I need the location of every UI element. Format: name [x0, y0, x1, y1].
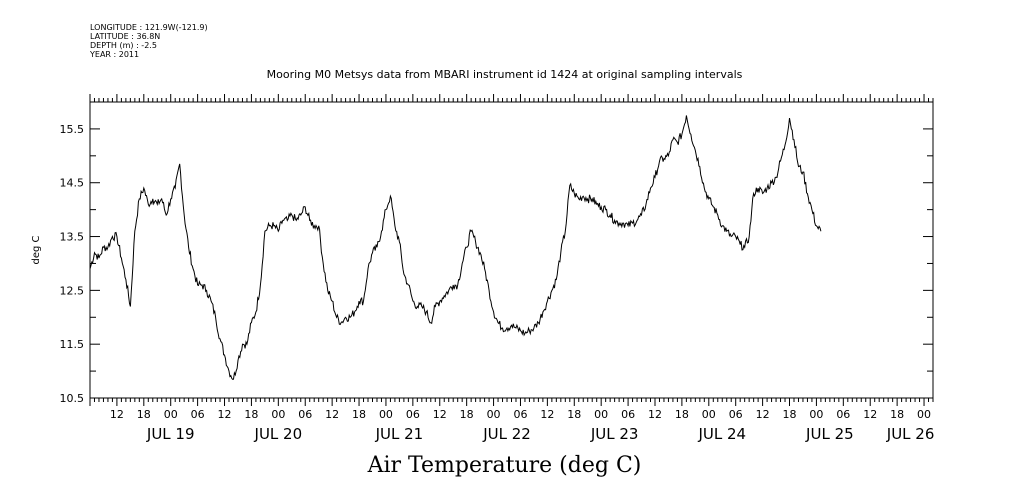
x-hour-tick-label: 06: [191, 408, 205, 421]
x-hour-tick-label: 12: [325, 408, 339, 421]
x-hour-tick-label: 18: [137, 408, 151, 421]
x-hour-tick-label: 18: [352, 408, 366, 421]
y-tick-label: 15.5: [60, 123, 85, 136]
x-date-label: JUL 19: [146, 425, 195, 443]
x-date-label: JUL 22: [482, 425, 531, 443]
x-hour-tick-label: 18: [890, 408, 904, 421]
x-date-label: JUL 25: [805, 425, 854, 443]
x-hour-tick-label: 18: [460, 408, 474, 421]
x-hour-tick-label: 18: [567, 408, 581, 421]
y-tick-label: 11.5: [60, 338, 85, 351]
x-hour-tick-label: 12: [863, 408, 877, 421]
x-hour-tick-label: 06: [836, 408, 850, 421]
x-hour-tick-label: 00: [809, 408, 823, 421]
x-date-label: JUL 26: [886, 425, 935, 443]
x-hour-tick-label: 06: [729, 408, 743, 421]
x-hour-tick-label: 12: [110, 408, 124, 421]
chart-title: Mooring M0 Metsys data from MBARI instru…: [266, 68, 743, 81]
y-tick-label: 13.5: [60, 231, 85, 244]
x-date-label: JUL 23: [590, 425, 639, 443]
meta-longitude: LONGITUDE : 121.9W(-121.9): [90, 23, 208, 32]
meta-latitude: LATITUDE : 36.8N: [90, 32, 161, 41]
meta-year: YEAR : 2011: [90, 50, 140, 59]
x-hour-tick-label: 00: [917, 408, 931, 421]
x-hour-tick-label: 00: [594, 408, 608, 421]
x-hour-tick-label: 00: [379, 408, 393, 421]
x-hour-tick-label: 06: [513, 408, 527, 421]
x-hour-tick-label: 18: [244, 408, 258, 421]
x-hour-tick-label: 12: [756, 408, 770, 421]
x-hour-tick-label: 12: [540, 408, 554, 421]
x-hour-tick-label: 06: [406, 408, 420, 421]
x-hour-tick-label: 00: [271, 408, 285, 421]
plot-frame: [89, 101, 934, 399]
x-date-label: JUL 21: [375, 425, 424, 443]
x-hour-tick-label: 12: [648, 408, 662, 421]
y-tick-label: 14.5: [60, 177, 85, 190]
x-axis-label: Air Temperature (deg C): [367, 453, 642, 478]
x-hour-tick-label: 06: [621, 408, 635, 421]
x-hour-tick-label: 00: [702, 408, 716, 421]
y-tick-label: 12.5: [60, 284, 85, 297]
x-hour-tick-label: 18: [675, 408, 689, 421]
air-temperature-series-line: [89, 115, 822, 380]
x-hour-tick-label: 12: [218, 408, 232, 421]
meta-depth: DEPTH (m) : -2.5: [90, 41, 157, 50]
y-axis: 10.5 11.5 12.5 13.5 14.5 15.5: [60, 123, 933, 405]
y-tick-label: 10.5: [60, 392, 85, 405]
x-hour-tick-label: 12: [433, 408, 447, 421]
y-axis-label: deg C: [31, 235, 42, 264]
x-hour-tick-label: 18: [783, 408, 797, 421]
x-hour-tick-label: 06: [298, 408, 312, 421]
x-hour-tick-label: 00: [487, 408, 501, 421]
x-hour-tick-label: 00: [164, 408, 178, 421]
x-date-label: JUL 20: [254, 425, 303, 443]
x-axis: 12 18 00 06 12 18 00 06 12 18 00 06 12 18 00 06 12 18 00 06…: [89, 94, 935, 443]
x-date-label: JUL 24: [697, 425, 746, 443]
